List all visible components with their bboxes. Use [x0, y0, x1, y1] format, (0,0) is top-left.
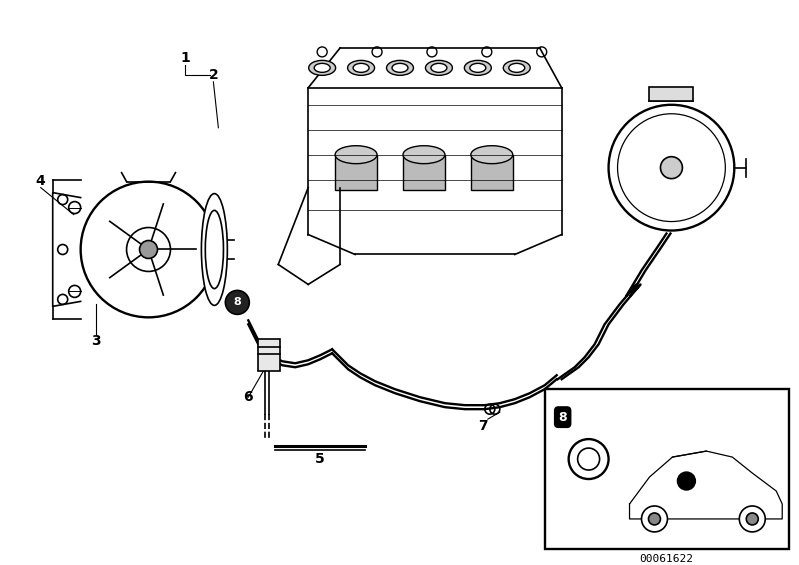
Bar [403, 155, 445, 190]
Text: 1: 1 [181, 51, 190, 65]
Circle shape [661, 157, 682, 179]
Text: 6: 6 [244, 390, 253, 404]
Ellipse shape [403, 146, 445, 164]
Text: 8: 8 [559, 411, 567, 424]
Ellipse shape [503, 60, 531, 75]
Ellipse shape [425, 60, 452, 75]
Ellipse shape [335, 146, 377, 164]
Ellipse shape [392, 63, 408, 72]
Circle shape [678, 472, 695, 490]
Ellipse shape [387, 60, 413, 75]
Ellipse shape [201, 194, 228, 305]
Ellipse shape [348, 60, 375, 75]
Ellipse shape [431, 63, 447, 72]
Circle shape [739, 506, 765, 532]
Bar [545, 389, 789, 549]
Bar [335, 155, 377, 190]
Circle shape [746, 513, 758, 525]
Ellipse shape [471, 146, 513, 164]
Ellipse shape [314, 63, 330, 72]
Ellipse shape [464, 60, 491, 75]
Bar [650, 87, 694, 101]
Text: 8: 8 [233, 297, 241, 307]
Text: 5: 5 [316, 452, 325, 466]
Circle shape [140, 241, 157, 258]
Bar [258, 340, 280, 371]
Circle shape [649, 513, 661, 525]
Ellipse shape [353, 63, 369, 72]
Circle shape [642, 506, 667, 532]
Text: 7: 7 [478, 419, 487, 433]
Ellipse shape [509, 63, 525, 72]
Ellipse shape [308, 60, 336, 75]
Text: 2: 2 [209, 68, 218, 82]
Text: 4: 4 [36, 173, 46, 188]
Text: 00061622: 00061622 [639, 554, 694, 564]
Bar [471, 155, 513, 190]
Text: 3: 3 [91, 334, 101, 348]
Ellipse shape [470, 63, 486, 72]
Circle shape [225, 290, 249, 314]
